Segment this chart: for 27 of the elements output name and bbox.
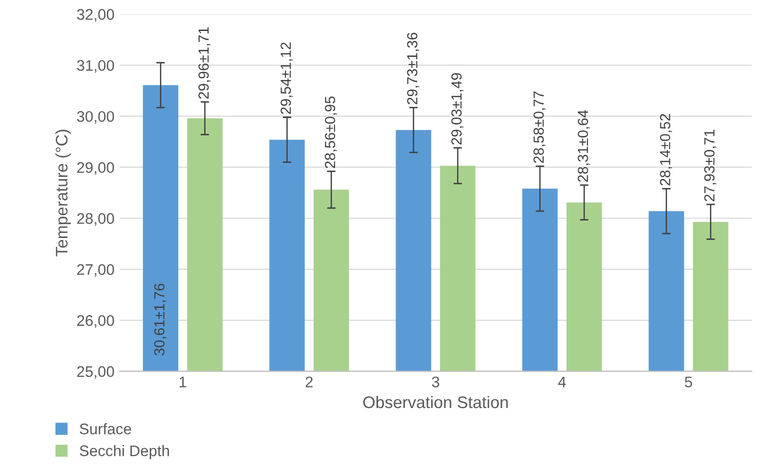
y-axis-title: Temperature (°C) [55,130,71,256]
legend-label: Surface [80,423,132,434]
y-tick-label: 32,00 [77,9,114,22]
y-tick-label: 31,00 [77,60,114,73]
y-tick-label: 25,00 [77,366,114,379]
data-label: 27,93±0,71 [704,130,716,202]
data-label: 28,31±0,64 [578,110,590,182]
x-tick-label: 1 [180,376,186,388]
y-tick-label: 26,00 [77,315,114,328]
x-axis-title: Observation Station [363,396,508,408]
x-tick-label: 3 [432,376,440,388]
y-tick-label: 28,00 [77,213,114,226]
y-tick-label: 27,00 [77,264,114,277]
data-label: 29,54±1,12 [280,42,293,114]
data-label: 30,61±1,76 [154,284,166,356]
data-label: 28,14±0,52 [660,114,672,186]
data-label: 29,96±1,71 [198,27,210,99]
x-tick-label: 4 [558,376,566,388]
data-label: 28,56±0,95 [324,96,337,168]
data-label: 28,58±0,77 [534,92,546,163]
x-tick-label: 5 [684,376,692,388]
x-tick-label: 2 [306,376,313,388]
data-label: 29,03±1,49 [451,73,464,145]
y-tick-label: 30,00 [77,111,114,124]
legend-label: Secchi Depth [80,445,169,460]
data-label: 29,73±1,36 [407,32,420,104]
y-tick-label: 29,00 [77,162,114,175]
